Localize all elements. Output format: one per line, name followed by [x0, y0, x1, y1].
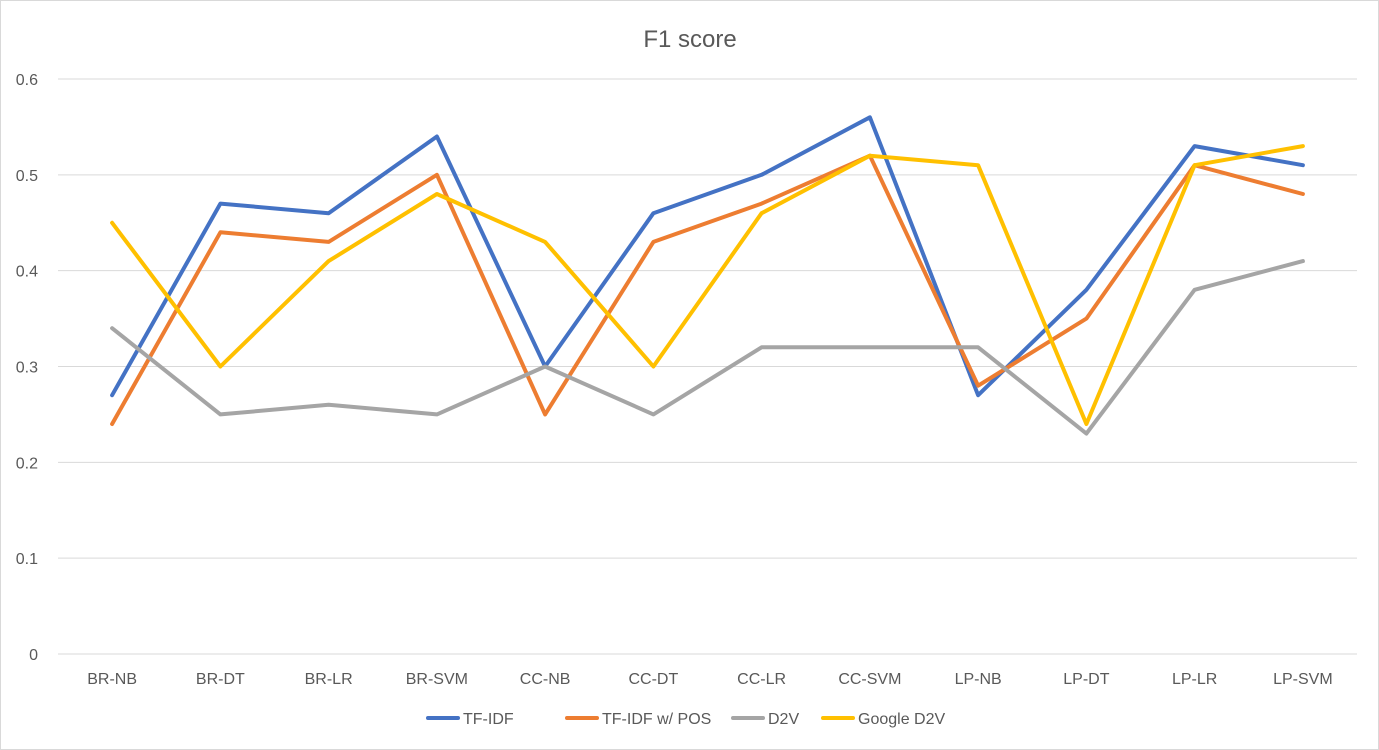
- x-tick-label: CC-SVM: [838, 671, 901, 688]
- series-line-google-d2v: [110, 144, 1305, 426]
- x-axis-ticks: BR-NB BR-DT BR-LR BR-SVM CC-NB CC-DT CC-LR CC-S…: [87, 671, 1332, 688]
- gridlines: [58, 78, 1357, 655]
- x-tick-label: BR-DT: [196, 671, 245, 688]
- x-tick-label: BR-SVM: [406, 671, 468, 688]
- legend: TF-IDF TF-IDF w/ POS D2V Google D2V: [426, 711, 945, 728]
- chart-title: F1 score: [643, 26, 736, 53]
- series-lines: [110, 115, 1305, 436]
- x-tick-label: LP-NB: [955, 671, 1002, 688]
- y-axis-ticks: 0 0.1 0.2 0.3 0.4 0.5 0.6: [16, 72, 38, 664]
- y-tick-label: 0.3: [16, 360, 38, 377]
- x-tick-label: CC-LR: [737, 671, 786, 688]
- series-line-d2v: [110, 259, 1305, 436]
- y-tick-label: 0.1: [16, 551, 38, 568]
- legend-label: Google D2V: [858, 711, 945, 728]
- x-tick-label: BR-LR: [305, 671, 353, 688]
- y-tick-label: 0.6: [16, 72, 38, 89]
- legend-label: TF-IDF w/ POS: [602, 711, 711, 728]
- series-line-tf-idf-w-pos: [110, 153, 1305, 426]
- y-tick-label: 0.2: [16, 455, 38, 472]
- x-tick-label: BR-NB: [87, 671, 137, 688]
- x-tick-label: LP-SVM: [1273, 671, 1333, 688]
- legend-label: TF-IDF: [463, 711, 514, 728]
- y-tick-label: 0.4: [16, 264, 38, 281]
- x-tick-label: LP-LR: [1172, 671, 1217, 688]
- x-tick-label: CC-DT: [628, 671, 678, 688]
- y-tick-label: 0: [29, 647, 38, 664]
- legend-label: D2V: [768, 711, 799, 728]
- x-tick-label: CC-NB: [520, 671, 571, 688]
- x-tick-label: LP-DT: [1063, 671, 1109, 688]
- series-line-tf-idf: [110, 115, 1305, 398]
- y-tick-label: 0.5: [16, 168, 38, 185]
